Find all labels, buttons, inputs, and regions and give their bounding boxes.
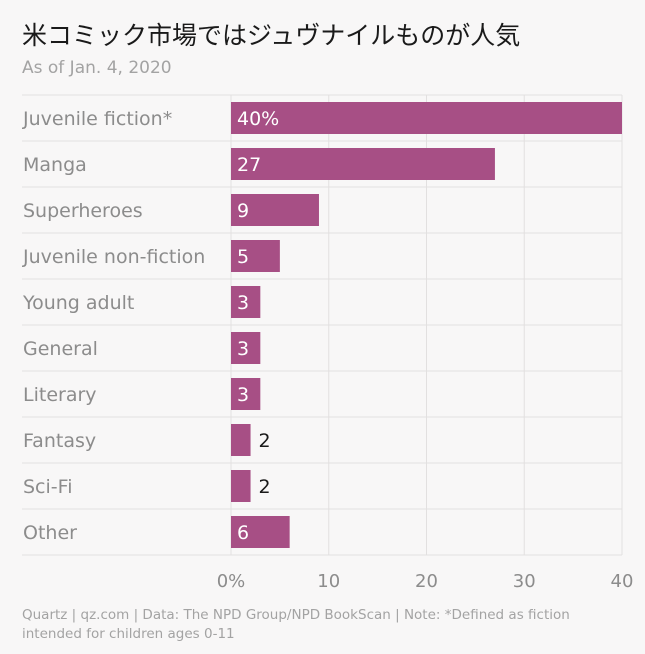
value-label: 27 — [237, 154, 261, 176]
category-label: Other — [23, 522, 77, 544]
chart-title: 米コミック市場ではジュヴナイルものが人気 — [22, 21, 521, 50]
chart-footer: Quartz | qz.com | Data: The NPD Group/NP… — [22, 607, 570, 642]
bar — [231, 194, 319, 226]
value-label: 2 — [259, 430, 271, 452]
value-label: 3 — [237, 338, 249, 360]
x-tick-label: 20 — [415, 571, 438, 592]
category-label: Manga — [23, 154, 87, 176]
bar — [231, 424, 251, 456]
value-label: 40% — [237, 108, 279, 130]
category-label: Juvenile fiction* — [22, 108, 172, 130]
bar — [231, 240, 280, 272]
category-label: Literary — [23, 384, 97, 406]
chart-subtitle: As of Jan. 4, 2020 — [22, 58, 172, 78]
value-label: 3 — [237, 292, 249, 314]
bar — [231, 148, 495, 180]
category-label: Fantasy — [23, 430, 96, 452]
value-label: 3 — [237, 384, 249, 406]
x-tick-label: 10 — [317, 571, 340, 592]
x-tick-label: 40 — [611, 571, 634, 592]
category-label: Juvenile non-fiction — [22, 246, 205, 268]
value-label: 6 — [237, 522, 249, 544]
bar — [231, 332, 261, 364]
category-label: Young adult — [22, 292, 134, 314]
bar — [231, 470, 251, 502]
bar — [231, 516, 290, 548]
category-label: Sci-Fi — [23, 476, 72, 498]
x-tick-label: 30 — [513, 571, 536, 592]
value-label: 2 — [259, 476, 271, 498]
bar — [231, 102, 622, 134]
value-label: 9 — [237, 200, 249, 222]
value-label: 5 — [237, 246, 249, 268]
category-label: Superheroes — [23, 200, 143, 222]
bar-chart: 0% 10 20 30 40 Juvenile fiction* 40% Manga 27 Sup… — [22, 94, 634, 592]
x-tick-label: 0% — [217, 571, 246, 592]
bar — [231, 286, 261, 318]
category-label: General — [23, 338, 98, 360]
bar — [231, 378, 261, 410]
